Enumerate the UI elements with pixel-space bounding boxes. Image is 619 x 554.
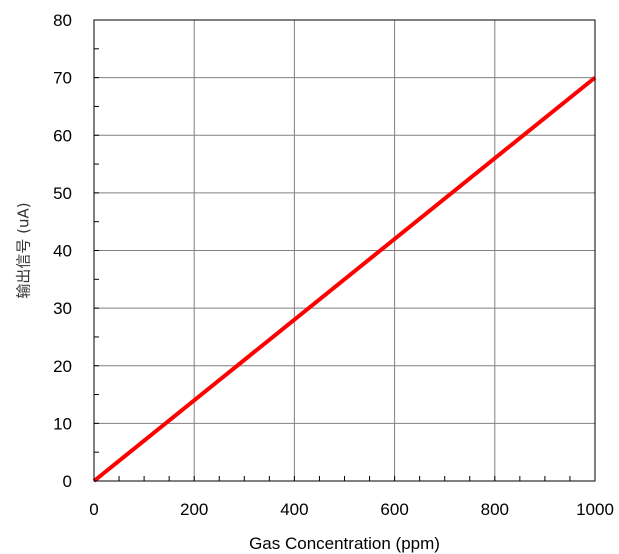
y-tick-label: 70: [53, 69, 72, 88]
x-axis-title: Gas Concentration (ppm): [249, 534, 440, 553]
x-tick-labels: 0 200 400 600 800 1000: [89, 500, 614, 519]
series-layer: [92, 76, 597, 483]
x-tick-label: 600: [380, 500, 408, 519]
y-tick-label: 0: [63, 472, 72, 491]
y-tick-label: 80: [53, 11, 72, 30]
y-axis-title: 输出信号 (uA): [15, 202, 33, 298]
y-tick-label: 50: [53, 184, 72, 203]
plot-frame: [93, 19, 596, 482]
y-tick-label: 10: [53, 414, 72, 433]
x-tick-label: 0: [89, 500, 98, 519]
x-tick-label: 200: [180, 500, 208, 519]
x-tick-label: 1000: [576, 500, 614, 519]
series-line: [92, 76, 597, 483]
x-tick-label: 800: [481, 500, 509, 519]
x-tick-label: 400: [280, 500, 308, 519]
y-tick-label: 20: [53, 357, 72, 376]
y-tick-labels: 0 10 20 30 40 50 60 70 80: [53, 11, 72, 491]
y-tick-label: 40: [53, 242, 72, 261]
y-tick-label: 30: [53, 299, 72, 318]
grid-lines: [94, 20, 595, 481]
y-tick-label: 60: [53, 126, 72, 145]
